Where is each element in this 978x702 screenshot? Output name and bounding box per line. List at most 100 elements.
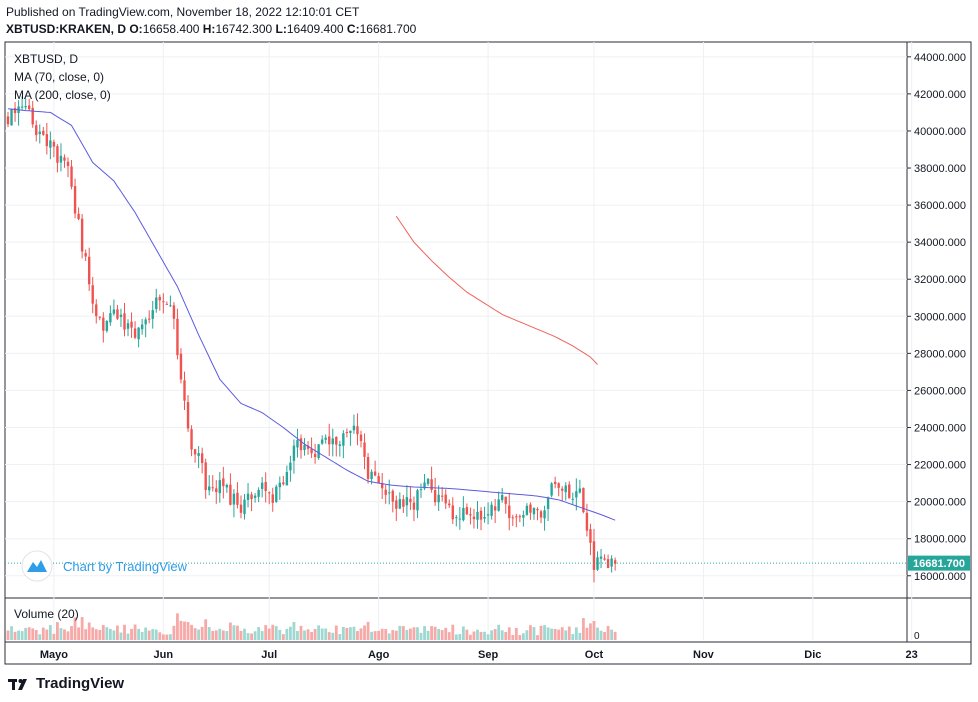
volume-bar bbox=[108, 628, 112, 640]
candle-body bbox=[218, 480, 221, 494]
volume-bar bbox=[264, 625, 268, 640]
volume-bar bbox=[596, 627, 599, 640]
low-label: L: bbox=[275, 22, 287, 36]
tradingview-logo-icon bbox=[8, 678, 27, 690]
footer-brand[interactable]: TradingView bbox=[8, 675, 124, 692]
volume-bar bbox=[419, 632, 423, 640]
candle-body bbox=[508, 505, 511, 519]
y-tick-label: 36000.000 bbox=[914, 200, 966, 212]
volume-bar bbox=[613, 631, 617, 640]
volume-bar bbox=[324, 628, 328, 640]
volume-bar bbox=[377, 630, 381, 640]
volume-bar bbox=[165, 634, 169, 640]
volume-bar bbox=[341, 626, 345, 640]
candle-body bbox=[116, 309, 119, 319]
x-tick-label: Oct bbox=[585, 649, 604, 661]
volume-bar bbox=[313, 629, 317, 640]
candle-body bbox=[200, 453, 204, 463]
volume-bar bbox=[490, 630, 494, 640]
volume-bar bbox=[56, 622, 59, 640]
volume-bar bbox=[398, 625, 402, 640]
candle-body bbox=[229, 484, 232, 505]
volume-bar bbox=[334, 625, 338, 640]
candle-body bbox=[225, 484, 229, 488]
y-tick-label: 18000.000 bbox=[914, 534, 966, 546]
volume-bar bbox=[430, 626, 433, 640]
y-tick-label: 16000.000 bbox=[914, 571, 966, 583]
volume-bar bbox=[581, 618, 585, 640]
volume-bar bbox=[45, 629, 49, 640]
ma200-line bbox=[395, 215, 598, 365]
volume-bar bbox=[59, 628, 63, 640]
volume-bar bbox=[299, 625, 303, 640]
x-tick-label: Jun bbox=[154, 649, 174, 661]
volume-bar bbox=[472, 631, 476, 640]
candle-body bbox=[493, 506, 497, 511]
candle-body bbox=[561, 488, 564, 491]
candle-body bbox=[338, 444, 342, 446]
y-tick-label: 42000.000 bbox=[914, 89, 966, 101]
volume-bar bbox=[366, 621, 370, 640]
volume-bar bbox=[394, 630, 398, 640]
candle-body bbox=[405, 497, 409, 506]
candle-body bbox=[172, 305, 176, 319]
volume-bar bbox=[70, 626, 73, 640]
y-tick-label: 40000.000 bbox=[914, 126, 966, 138]
candle-body bbox=[232, 493, 236, 505]
volume-bar bbox=[454, 634, 458, 640]
y-tick-label: 22000.000 bbox=[914, 460, 966, 472]
volume-bar bbox=[423, 626, 426, 640]
volume-bar bbox=[599, 630, 603, 640]
volume-bar bbox=[409, 628, 412, 640]
candle-body bbox=[165, 303, 169, 305]
volume-bar bbox=[391, 630, 395, 640]
volume-bar bbox=[77, 627, 80, 640]
volume-bar bbox=[352, 626, 356, 640]
moving-averages bbox=[7, 108, 616, 521]
candle-body bbox=[35, 125, 38, 136]
volume-bar bbox=[260, 631, 264, 640]
candle-body bbox=[222, 478, 225, 487]
volume-bar bbox=[87, 622, 91, 640]
volume-bar bbox=[20, 631, 24, 640]
volume-bar bbox=[437, 629, 441, 640]
x-tick-label: 23 bbox=[906, 649, 918, 661]
last-price-tag bbox=[908, 555, 970, 571]
volume-bar bbox=[574, 627, 578, 640]
volume-bar bbox=[154, 629, 158, 640]
price-axis-labels: 16000.000 18000.000 20000.000 22000.000 2400… bbox=[907, 52, 966, 642]
candle-body bbox=[328, 436, 331, 445]
candle-body bbox=[98, 316, 101, 318]
volume-bar bbox=[243, 628, 246, 640]
candle-body bbox=[144, 319, 147, 325]
candle-body bbox=[462, 507, 465, 521]
candle-body bbox=[596, 557, 599, 570]
candle-body bbox=[155, 297, 158, 310]
candle-body bbox=[320, 439, 324, 444]
volume-bar bbox=[52, 633, 56, 640]
volume-bar bbox=[17, 630, 20, 640]
candle-body bbox=[66, 161, 70, 167]
candle-body bbox=[289, 462, 292, 471]
candle-body bbox=[458, 518, 462, 520]
volume-bar bbox=[447, 632, 451, 640]
last-price-label: 16681.700 bbox=[913, 558, 965, 570]
candle-body bbox=[239, 504, 243, 513]
volume-bar bbox=[578, 632, 582, 640]
x-tick-label: Mayo bbox=[40, 649, 68, 661]
watermark[interactable]: Chart by TradingView bbox=[21, 550, 188, 582]
volume-bar bbox=[557, 629, 561, 640]
watermark-text[interactable]: Chart by TradingView bbox=[63, 559, 188, 574]
volume-bar bbox=[204, 619, 208, 640]
volume-bar bbox=[119, 632, 123, 640]
candle-body bbox=[366, 456, 370, 479]
candle-body bbox=[215, 488, 218, 493]
volume-bar bbox=[497, 624, 501, 640]
volume-tick-label: 0 bbox=[914, 631, 920, 642]
legend-ma200: MA (200, close, 0) bbox=[14, 88, 111, 102]
candle-body bbox=[377, 476, 380, 484]
candle-body bbox=[193, 449, 197, 455]
volume-bar bbox=[101, 624, 105, 640]
candle-body bbox=[370, 471, 373, 480]
